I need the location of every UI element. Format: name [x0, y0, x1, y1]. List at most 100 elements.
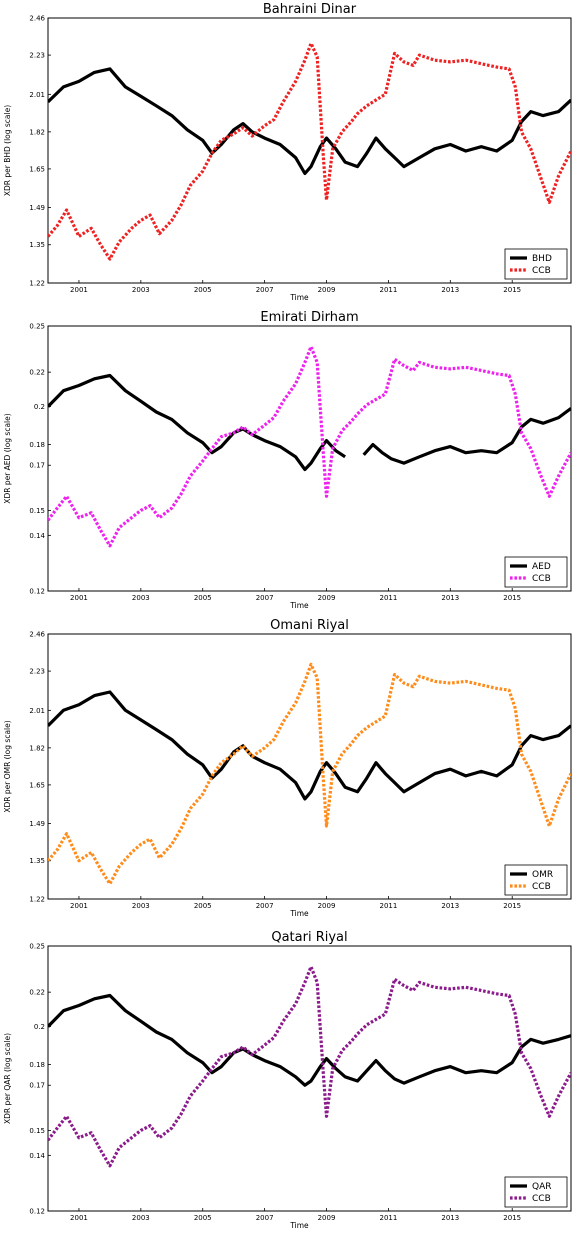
- chart-panel-3: Qatari Riyal 0.12 0.14 0.15 0.17 0.18 0.2 0.22 0…: [3, 930, 572, 1230]
- y-axis-label: XDR per AED (log scale): [3, 413, 12, 503]
- plot-area: [47, 325, 572, 592]
- y-axis-label: XDR per BHD (log scale): [3, 105, 12, 196]
- x-axis-label: Time: [289, 601, 309, 610]
- y-tick-label: 0.12: [29, 1208, 45, 1216]
- y-tick-label: 1.49: [29, 204, 45, 212]
- y-tick-label: 1.82: [29, 128, 45, 136]
- legend: BHD CCB: [504, 248, 568, 280]
- y-axis-label: XDR per OMR (log scale): [3, 720, 12, 812]
- x-tick-label: 2009: [318, 1214, 336, 1222]
- x-tick-label: 2013: [441, 286, 459, 294]
- chart-title: Bahraini Dinar: [263, 2, 357, 17]
- legend-box: [504, 1176, 568, 1208]
- x-tick-label: 2007: [256, 286, 274, 294]
- x-tick-label: 2001: [70, 902, 88, 910]
- x-tick-label: 2011: [380, 902, 398, 910]
- legend: OMR CCB: [504, 864, 568, 896]
- chart-panel-1: Emirati Dirham 0.12 0.14 0.15 0.17 0.18 0.2 0.2…: [3, 310, 572, 610]
- x-tick-label: 2011: [380, 1214, 398, 1222]
- x-tick-label: 2013: [441, 594, 459, 602]
- x-tick-label: 2015: [503, 594, 521, 602]
- x-axis-label: Time: [289, 293, 309, 302]
- x-tick-label: 2005: [194, 902, 212, 910]
- y-tick-label: 1.49: [29, 820, 45, 828]
- x-tick-label: 2007: [256, 902, 274, 910]
- chart-panel-2: Omani Riyal 1.22 1.35 1.49 1.65 1.82 2.01 2.23 2…: [3, 618, 572, 918]
- legend-label-bhd: BHD: [532, 254, 552, 264]
- x-tick-label: 2011: [380, 286, 398, 294]
- chart-title: Qatari Riyal: [271, 930, 347, 945]
- y-tick-label: 0.15: [29, 1127, 45, 1135]
- y-tick-label: 0.2: [34, 403, 45, 411]
- y-tick-label: 0.22: [29, 989, 45, 997]
- legend-label-aed: AED: [532, 562, 551, 572]
- y-tick-label: 2.46: [29, 631, 45, 639]
- y-tick-label: 0.12: [29, 588, 45, 596]
- y-tick-label: 0.14: [29, 1152, 45, 1160]
- y-tick-label: 0.22: [29, 369, 45, 377]
- y-tick-label: 1.65: [29, 781, 45, 789]
- plot-area: [47, 17, 572, 284]
- x-tick-label: 2013: [441, 1214, 459, 1222]
- series-line-aed-seg0: [48, 373, 346, 472]
- legend-label-qar: QAR: [532, 1182, 552, 1192]
- x-tick-label: 2001: [70, 594, 88, 602]
- legend-label-omr: OMR: [532, 870, 553, 880]
- chart-panel-0: Bahraini Dinar 1.22 1.35 1.49 1.65 1.82 2.01 2.…: [3, 2, 572, 302]
- y-tick-label: 2.46: [29, 15, 45, 23]
- y-tick-label: 0.17: [29, 1082, 45, 1090]
- legend-label-ccb: CCB: [532, 574, 551, 584]
- series-line-ccb: [48, 965, 571, 1168]
- series-line-bhd: [48, 67, 571, 176]
- legend-box: [504, 864, 568, 896]
- y-tick-label: 2.23: [29, 52, 45, 60]
- x-tick-label: 2015: [503, 286, 521, 294]
- x-tick-label: 2005: [194, 594, 212, 602]
- x-tick-label: 2005: [194, 1214, 212, 1222]
- chart-title: Omani Riyal: [270, 618, 349, 633]
- x-tick-label: 2003: [132, 286, 150, 294]
- series-line-qar: [48, 993, 571, 1087]
- legend-label-ccb: CCB: [532, 266, 551, 276]
- x-tick-label: 2011: [380, 594, 398, 602]
- y-tick-label: 0.15: [29, 507, 45, 515]
- x-tick-label: 2005: [194, 286, 212, 294]
- y-tick-label: 1.35: [29, 857, 45, 865]
- legend-label-ccb: CCB: [532, 1194, 551, 1204]
- y-tick-label: 1.22: [29, 896, 45, 904]
- chart-title: Emirati Dirham: [260, 310, 358, 325]
- y-tick-label: 0.14: [29, 532, 45, 540]
- x-tick-label: 2013: [441, 902, 459, 910]
- y-tick-label: 1.35: [29, 241, 45, 249]
- x-tick-label: 2007: [256, 1214, 274, 1222]
- y-tick-label: 0.18: [29, 441, 45, 449]
- x-tick-label: 2003: [132, 902, 150, 910]
- x-tick-label: 2009: [318, 286, 336, 294]
- y-tick-label: 0.25: [29, 943, 45, 951]
- plot-area: [47, 945, 572, 1212]
- x-tick-label: 2009: [318, 594, 336, 602]
- y-tick-label: 0.17: [29, 462, 45, 470]
- y-tick-label: 1.82: [29, 744, 45, 752]
- y-tick-label: 2.23: [29, 668, 45, 676]
- series-line-ccb: [48, 345, 571, 548]
- x-tick-label: 2003: [132, 594, 150, 602]
- x-axis-label: Time: [289, 909, 309, 918]
- y-tick-label: 2.01: [29, 707, 45, 715]
- plot-area: [47, 633, 572, 900]
- x-tick-label: 2007: [256, 594, 274, 602]
- x-tick-label: 2001: [70, 1214, 88, 1222]
- series-line-ccb: [48, 41, 571, 261]
- x-axis-label: Time: [289, 1221, 309, 1230]
- legend-box: [504, 556, 568, 588]
- legend-box: [504, 248, 568, 280]
- legend-label-ccb: CCB: [532, 882, 551, 892]
- series-line-ccb: [48, 662, 571, 886]
- y-tick-label: 0.25: [29, 323, 45, 331]
- legend: AED CCB: [504, 556, 568, 588]
- x-tick-label: 2009: [318, 902, 336, 910]
- y-axis-label: XDR per QAR (log scale): [3, 1033, 12, 1124]
- y-tick-label: 1.22: [29, 280, 45, 288]
- series-line-aed-seg1: [362, 407, 571, 465]
